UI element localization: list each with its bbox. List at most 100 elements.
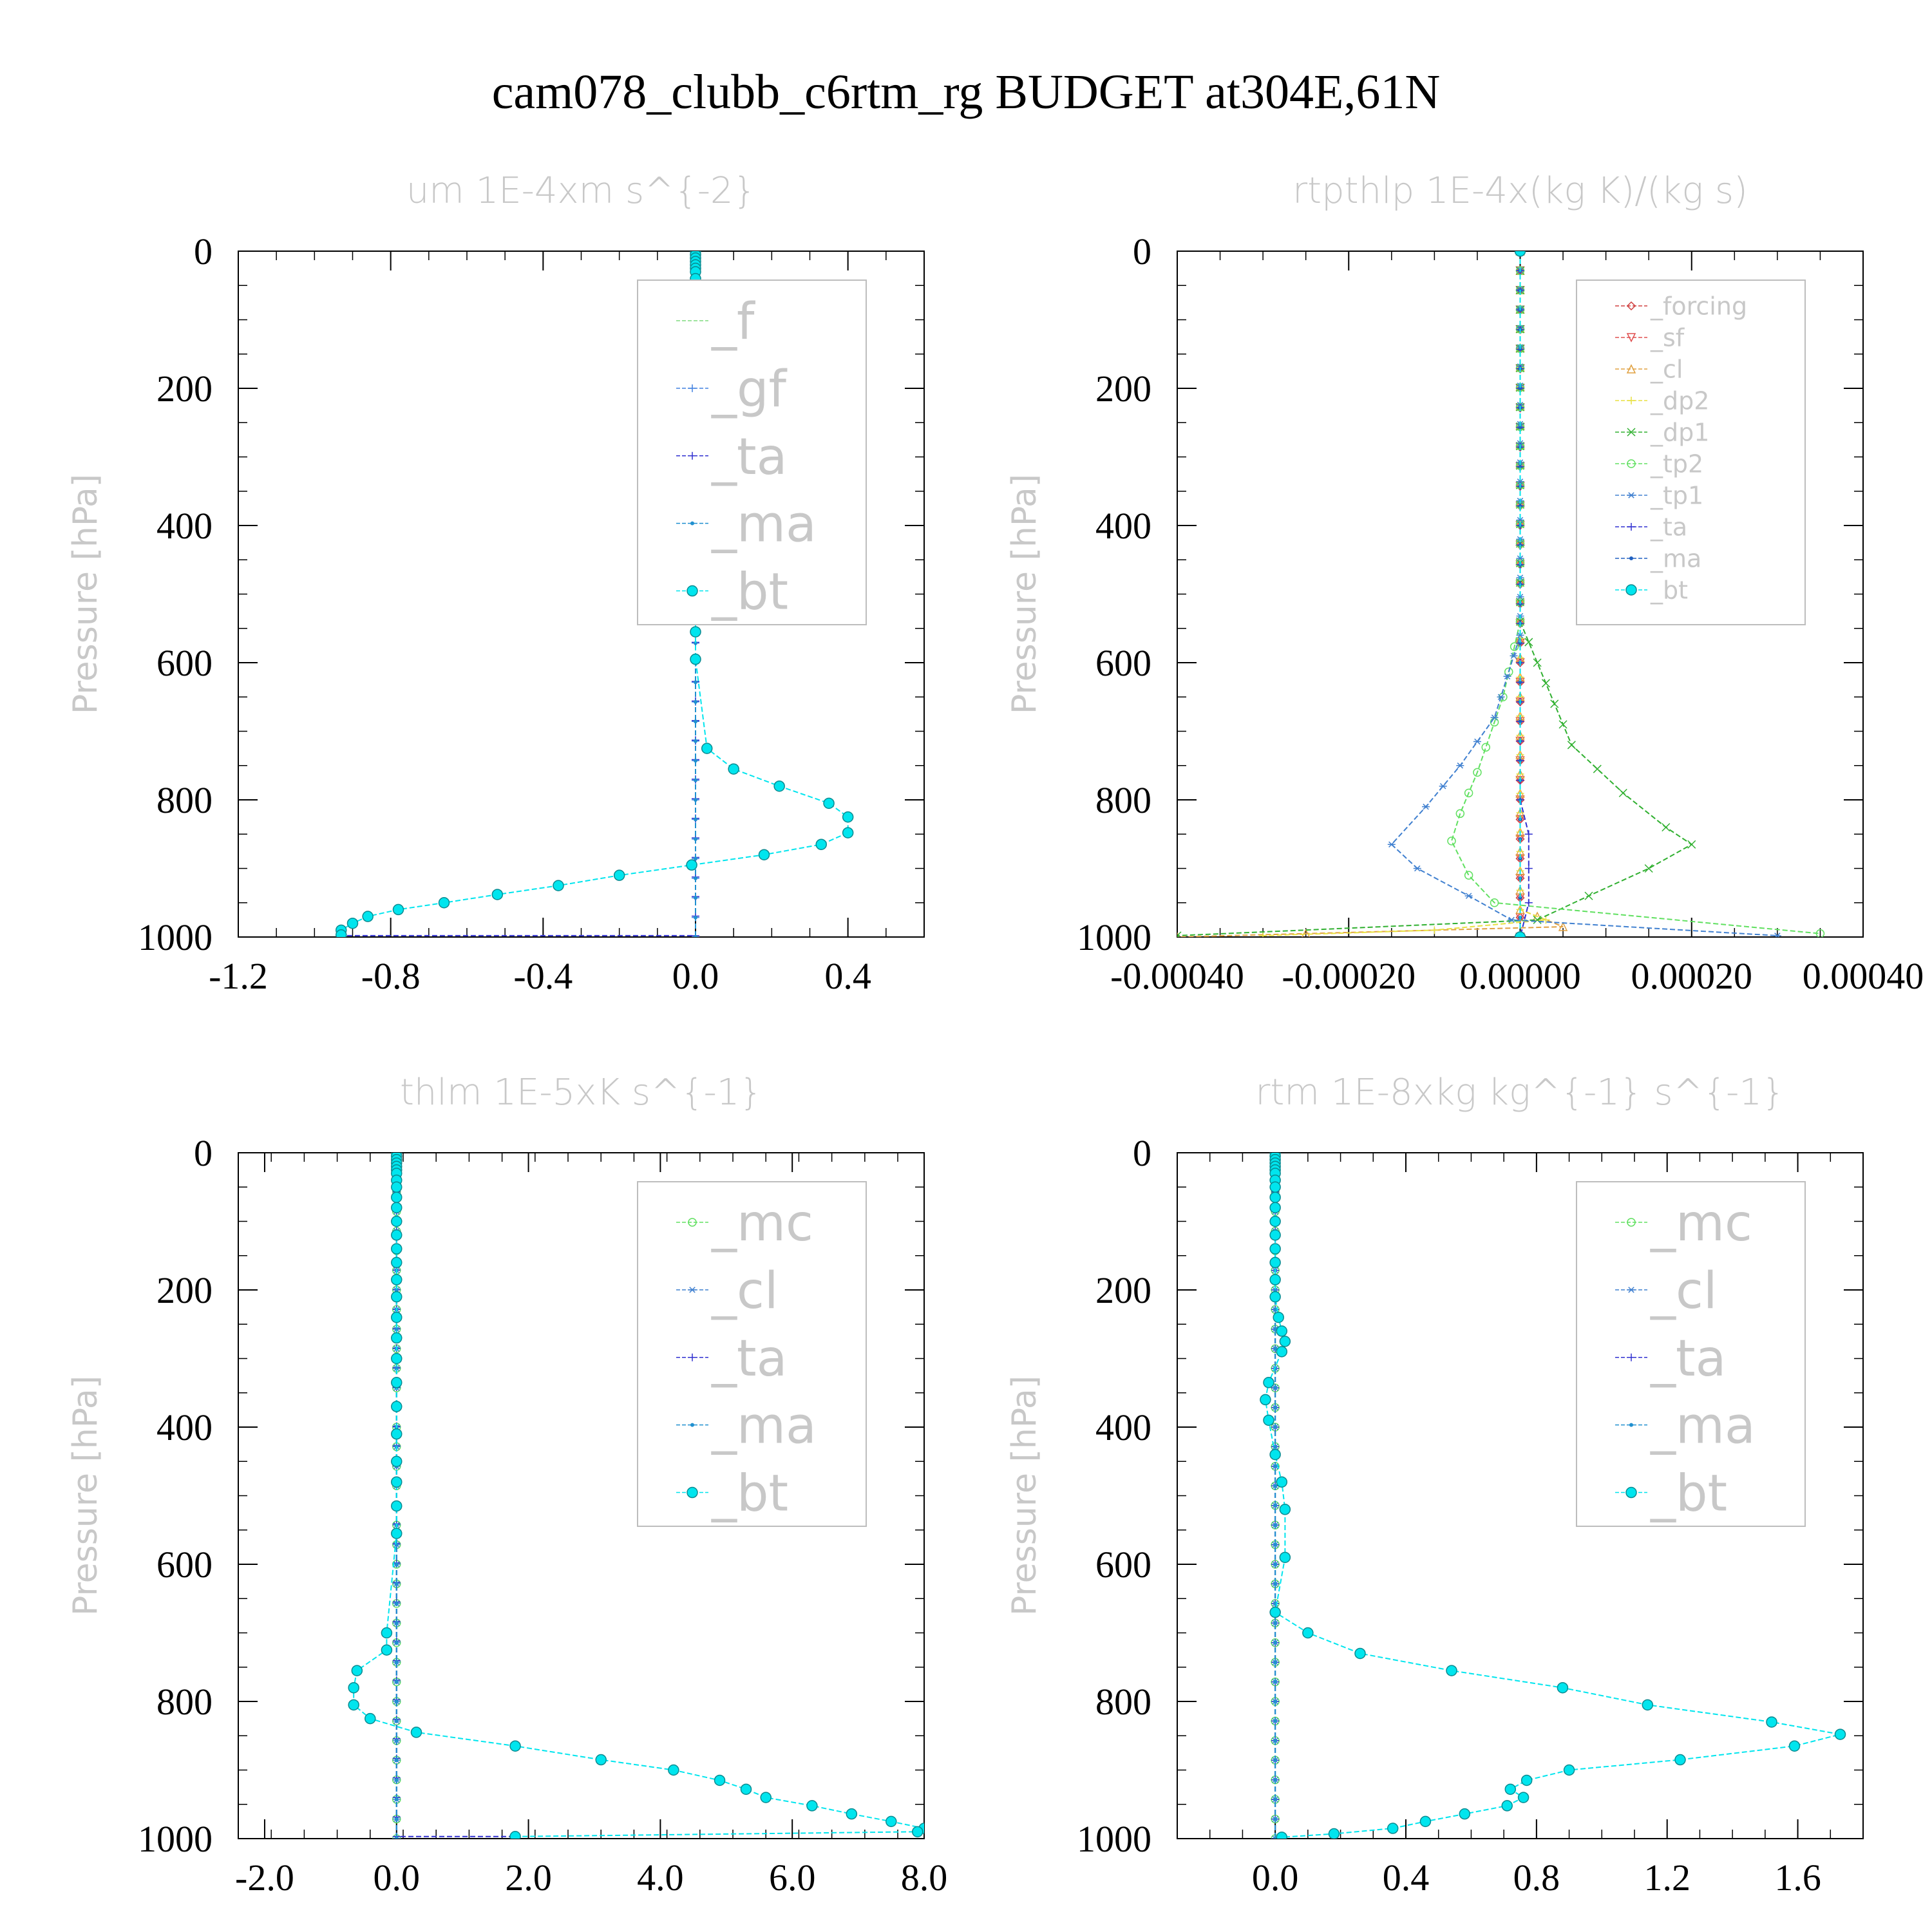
series-bt [1514,251,1526,937]
data-point [1354,1647,1366,1660]
data-point [392,904,404,916]
data-point [1464,893,1473,899]
data-point [1490,898,1499,907]
data-point [842,811,854,823]
data-point [688,1287,696,1293]
data-point [694,876,697,880]
series-line [1263,251,1546,936]
data-point [391,1243,402,1255]
data-point [1473,738,1481,745]
y-axis-label: Pressure [hPa] [66,1376,105,1616]
data-point [1269,1202,1281,1213]
legend-label: _ma [1650,1397,1756,1455]
data-point [1387,1823,1399,1834]
data-point [391,1500,402,1512]
data-point [694,699,697,704]
data-point [1815,929,1825,937]
legend-label: _cl [1650,355,1683,384]
data-point [1273,1660,1278,1665]
data-point [1518,504,1522,508]
data-point [1387,841,1396,848]
y-axis-label: Pressure [hPa] [1005,474,1044,714]
panel-title: rtm 1E-8xkg kg^{-1} s^{-1} [1255,1072,1785,1113]
y-tick-label: 800 [1095,1681,1151,1723]
data-point [823,797,835,810]
data-point [1273,1640,1278,1645]
data-point [694,896,697,900]
data-point [1627,459,1636,468]
legend-label: _bt [711,564,788,621]
data-point [1626,364,1636,374]
legend-label: _bt [1650,576,1688,605]
data-point [509,1740,521,1752]
data-point [694,798,697,802]
data-point [806,1800,818,1812]
data-point [1273,1425,1278,1429]
data-point [1269,1191,1281,1203]
legend-label: _dp2 [1650,387,1709,415]
legend-label: _ta [711,428,787,486]
data-point [1627,1353,1635,1361]
x-tick-label: 0.8 [1513,1857,1560,1899]
data-point [1629,556,1633,560]
data-point [1263,1414,1274,1426]
data-point [1273,1777,1278,1782]
data-point [760,1792,772,1803]
data-point [394,1758,399,1763]
data-point [1563,1764,1575,1776]
legend-box [637,279,867,625]
data-point [1430,926,1439,934]
x-tick-label: -2.0 [235,1857,294,1899]
data-point [391,1181,402,1193]
data-point [391,1229,402,1241]
data-point [1464,788,1473,798]
legend-box [1576,279,1806,625]
data-point [694,817,697,822]
chart-panel-4: rtm 1E-8xkg kg^{-1} s^{-1} Pressure [hPa]… [1005,1072,1864,1899]
legend-label: _ta [1650,1330,1726,1388]
data-point [391,1455,402,1467]
data-point [1273,1817,1278,1821]
y-tick-label: 200 [1095,1269,1151,1311]
data-point [1518,641,1522,645]
data-point [348,1699,359,1711]
x-tick-label: 2.0 [505,1857,552,1899]
data-point [1516,632,1524,639]
x-tick-label: -0.00020 [1282,955,1416,997]
data-point [553,880,564,891]
data-point [394,1777,399,1782]
data-point [773,780,785,792]
data-point [1273,1288,1278,1292]
data-point [714,1774,726,1786]
data-point [491,889,504,900]
data-point [1629,1423,1633,1427]
data-point [1518,680,1522,685]
series-line [1177,251,1564,937]
x-tick-label: 0.00020 [1631,955,1753,997]
data-point [1558,922,1568,931]
figure-title: cam078_clubb_c6rtm_rg BUDGET at304E,61N [492,65,1441,119]
data-point [668,1764,679,1776]
data-point [694,680,697,685]
data-point [694,837,697,841]
x-tick-label: 8.0 [901,1857,948,1899]
data-point [1273,1405,1278,1410]
data-layer [1177,251,1825,937]
data-point [1516,555,1524,562]
data-point [381,1644,393,1656]
data-point [1269,1215,1281,1227]
data-point [1510,642,1519,651]
data-point [1627,397,1635,404]
data-point [1456,762,1464,769]
data-point [595,1754,607,1766]
legend-label: _mc [1650,1195,1752,1253]
data-point [886,1815,897,1828]
data-point [1273,1621,1278,1625]
data-point [394,1366,399,1370]
legend-box [1576,1181,1806,1527]
y-tick-label: 1000 [138,1818,213,1860]
x-tick-label: 0.00040 [1803,955,1924,997]
chart-panel-3: thlm 1E-5xK s^{-1} Pressure [hPa] 0 200 400 6… [66,1072,947,1899]
data-point [1524,830,1533,838]
